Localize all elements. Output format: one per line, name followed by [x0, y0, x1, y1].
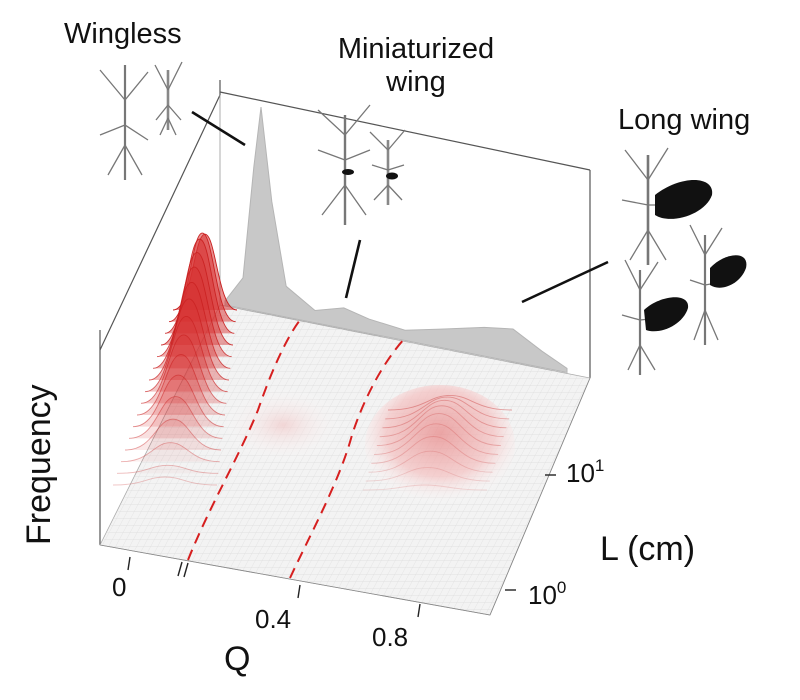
wingless-peak-ridge: [136, 354, 226, 416]
front-edge: [99, 544, 491, 616]
miniaturized-wing-label-line2: wing: [386, 66, 446, 98]
pointer-lines: [191, 110, 609, 304]
y-tick-10-0-base: 10: [528, 580, 557, 610]
long-wing-peak: [362, 395, 513, 491]
miniaturized-wing-label: Miniaturized wing: [316, 33, 516, 99]
long-wing-peak-ridge: [362, 484, 488, 491]
y-tick-10-1-exp: 1: [594, 456, 605, 475]
x-tick-0.8: 0.8: [372, 622, 409, 652]
y-tick-10-1-base: 10: [566, 458, 595, 488]
wingless-peak-ridge: [116, 464, 219, 474]
wingless-peak-ridge: [144, 316, 228, 393]
y-tick-10-0-exp: 0: [556, 578, 567, 597]
x-tick-0: 0: [112, 572, 127, 602]
q-axis-ticks: [127, 556, 421, 618]
long-wing-peak-ridge: [387, 395, 513, 411]
wingless-peak-ridge: [128, 396, 223, 439]
wingless-peak-ridge: [112, 476, 218, 486]
wingless-peak: [112, 232, 238, 486]
long-wing-peak-ridge: [371, 436, 496, 464]
long-wing-peak-ridge: [382, 399, 507, 429]
y-axis-label: L (cm): [600, 530, 696, 568]
wingless-label: Wingless: [64, 18, 182, 50]
l-axis-ticks: [505, 474, 556, 591]
wingless-peak-ridge: [152, 282, 231, 369]
long-wing-peak-ridge: [379, 405, 504, 438]
y-tick-10-1: 101: [566, 456, 605, 489]
long-wing-peak-ridge: [365, 467, 490, 482]
wingless-peak-ridge: [120, 442, 220, 463]
long-wing-peak-ridge: [368, 450, 493, 473]
long-wing-peak-ridge: [376, 413, 501, 447]
back-walls: [99, 80, 591, 545]
miniaturized-wing-insect-icons: [317, 104, 406, 225]
y-tick-10-0: 100: [528, 578, 567, 611]
x-tick-0.4: 0.4: [255, 604, 292, 634]
miniaturized-wing-label-line1: Miniaturized: [337, 33, 495, 65]
wingless-peak-ridge: [124, 418, 222, 451]
long-wing-peak-ridge: [385, 396, 510, 420]
boundary-dashed-line-1: [187, 319, 301, 561]
right-edge: [489, 377, 591, 616]
wingless-peak-ridge: [168, 232, 236, 323]
wingless-insect-icons: [99, 61, 183, 180]
boundary-dashed-line-2: [289, 337, 406, 579]
marginal-frequency-profile: [224, 107, 568, 374]
surface-floor: [99, 304, 591, 616]
x-axis-label: Q: [224, 640, 251, 678]
long-wing-peak-ridge: [374, 423, 499, 455]
z-axis-label: Frequency: [20, 384, 58, 545]
long-wing-label: Long wing: [618, 104, 751, 136]
wingless-peak-ridge: [132, 374, 224, 428]
long-wing-insect-icons: [621, 147, 747, 375]
